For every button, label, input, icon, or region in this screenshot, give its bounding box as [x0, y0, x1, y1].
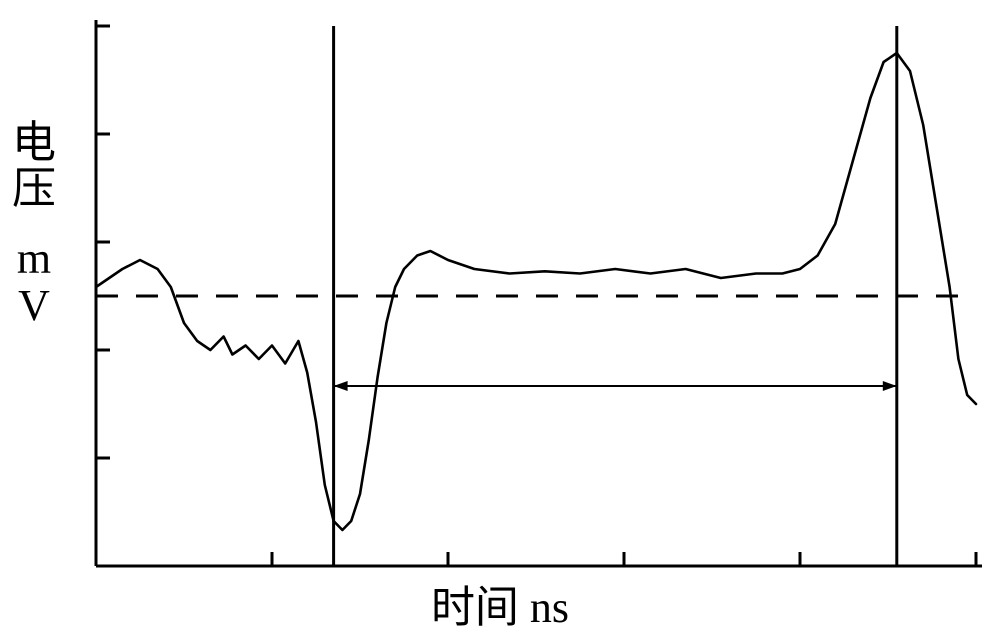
chart-container: 电 压 m V 时间 ns	[0, 0, 1000, 637]
signal-chart	[0, 0, 1000, 637]
y-axis-label: 电 压 m V	[10, 120, 58, 329]
y-axis-label-cn-1: 电	[10, 120, 58, 166]
y-axis-unit-m: m	[10, 236, 58, 282]
y-axis-label-cn-2: 压	[10, 166, 58, 212]
x-axis-label: 时间 ns	[431, 571, 569, 635]
y-axis-unit-V: V	[10, 283, 58, 329]
